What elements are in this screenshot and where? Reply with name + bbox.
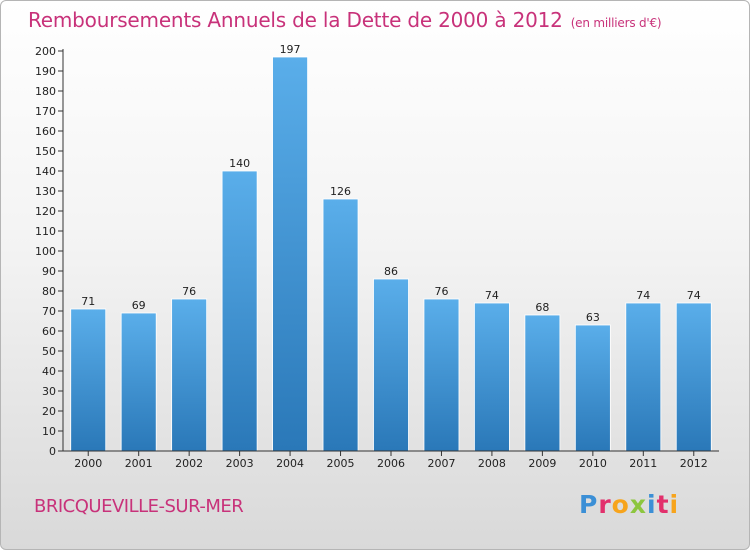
x-tick-label-2011: 2011	[629, 457, 657, 470]
logo-letter: i	[647, 490, 657, 519]
bar-2000	[70, 308, 107, 452]
data-label-2003: 140	[229, 157, 250, 170]
bar-2008	[474, 302, 510, 452]
bar-2004	[272, 56, 308, 452]
bar-2011	[625, 302, 662, 452]
bar-2003	[221, 170, 258, 452]
data-label-2011: 74	[636, 289, 650, 302]
y-tick-label: 70	[42, 305, 56, 318]
data-label-2008: 74	[485, 289, 499, 302]
y-tick-label: 180	[35, 85, 56, 98]
y-tick-label: 110	[35, 225, 56, 238]
x-tick-label-2005: 2005	[327, 457, 355, 470]
bar-2005	[322, 198, 359, 452]
chart-title-text: Remboursements Annuels de la Dette de 20…	[28, 8, 563, 32]
x-tick-label-2000: 2000	[74, 457, 102, 470]
data-label-2010: 63	[586, 311, 600, 324]
data-label-2012: 74	[687, 289, 701, 302]
proxiti-logo: Proxiti	[579, 490, 679, 519]
y-tick-label: 50	[42, 345, 56, 358]
data-label-2002: 76	[182, 285, 196, 298]
y-axis: 0 10 20 30 40 50 60 70 80 90 100 110 120 130 140 150 160…	[35, 45, 64, 458]
x-tick-label-2007: 2007	[427, 457, 455, 470]
x-tick-label-2008: 2008	[478, 457, 506, 470]
bar-2002	[171, 298, 208, 452]
logo-letter: x	[629, 490, 647, 519]
x-tick-label-2002: 2002	[175, 457, 203, 470]
x-tick-label-2006: 2006	[377, 457, 405, 470]
y-tick-label: 20	[42, 405, 56, 418]
x-tick-label-2012: 2012	[680, 457, 708, 470]
y-tick-label: 120	[35, 205, 56, 218]
commune-name: BRICQUEVILLE-SUR-MER	[34, 496, 244, 517]
y-tick-label: 160	[35, 125, 56, 138]
y-tick-label: 60	[42, 325, 56, 338]
data-label-2007: 76	[434, 285, 448, 298]
y-tick-label: 90	[42, 265, 56, 278]
chart-title: Remboursements Annuels de la Dette de 20…	[28, 8, 662, 32]
y-tick-label: 140	[35, 165, 56, 178]
bars	[70, 56, 712, 452]
x-tick-label-2009: 2009	[528, 457, 556, 470]
y-tick-label: 130	[35, 185, 56, 198]
x-axis: 2000 2001 2002 2003 2004 2005 2006 2007 2008 2009…	[63, 450, 719, 470]
bar-2012	[675, 302, 712, 452]
y-tick-label: 40	[42, 365, 56, 378]
bar-2007	[423, 298, 460, 452]
data-label-2001: 69	[132, 299, 146, 312]
logo-letter: i	[669, 490, 680, 519]
logo-letter: t	[656, 490, 670, 519]
y-tick-label: 150	[35, 145, 56, 158]
x-tick-label-2003: 2003	[226, 457, 254, 470]
data-label-2000: 71	[81, 295, 95, 308]
bar-2006	[373, 278, 409, 452]
y-tick-label: 30	[42, 385, 56, 398]
data-label-2005: 126	[330, 185, 351, 198]
data-label-2004: 197	[280, 43, 301, 56]
y-tick-label: 190	[35, 65, 56, 78]
y-tick-label: 200	[35, 45, 56, 58]
logo-letter: P	[579, 490, 599, 519]
x-tick-label-2004: 2004	[276, 457, 304, 470]
x-tick-label-2001: 2001	[125, 457, 153, 470]
unit-label: (en milliers d'€)	[570, 16, 662, 30]
data-labels: 71 69 76 140 197 126 86 76 74 68 63 74 74	[81, 43, 701, 324]
data-label-2009: 68	[535, 301, 549, 314]
y-tick-label: 80	[42, 285, 56, 298]
data-label-2006: 86	[384, 265, 398, 278]
x-tick-label-2010: 2010	[579, 457, 607, 470]
bar-2010	[574, 324, 611, 452]
logo-letter: r	[598, 490, 612, 519]
y-tick-label: 0	[49, 445, 56, 458]
y-tick-label: 170	[35, 105, 56, 118]
y-tick-label: 100	[35, 245, 56, 258]
bar-2009	[524, 314, 561, 452]
logo-letter: o	[611, 490, 630, 519]
bar-2001	[120, 312, 157, 452]
y-tick-label: 10	[42, 425, 56, 438]
